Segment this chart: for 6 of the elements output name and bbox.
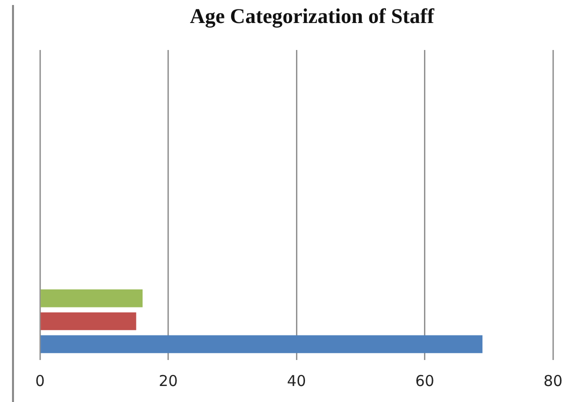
- x-tick-label: 40: [286, 372, 306, 390]
- x-tick-label: 0: [35, 372, 45, 390]
- x-tick-label: 20: [158, 372, 178, 390]
- x-tick-label: 80: [543, 372, 563, 390]
- chart-title: Age Categorization of Staff: [188, 4, 436, 29]
- x-tick-label: 60: [415, 372, 434, 390]
